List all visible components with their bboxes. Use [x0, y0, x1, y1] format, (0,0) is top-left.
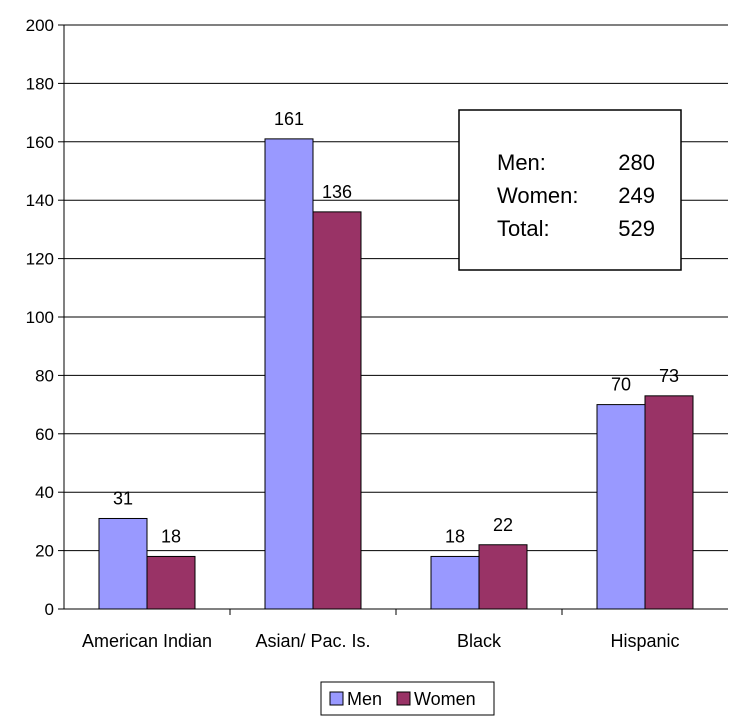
- summary-box: Men: 280 Women: 249 Total: 529: [458, 109, 682, 271]
- data-label: 31: [113, 488, 133, 508]
- data-label: 161: [274, 109, 304, 129]
- bar-men: [264, 138, 314, 610]
- summary-men-value: 280: [618, 150, 655, 175]
- summary-total-label: Total:: [497, 216, 550, 241]
- x-category-label: Hispanic: [610, 631, 679, 651]
- bar-men: [596, 404, 646, 610]
- legend-swatch-women: [396, 691, 411, 706]
- summary-women-label: Women:: [497, 183, 579, 208]
- x-category-label: American Indian: [82, 631, 212, 651]
- y-tick-label: 180: [26, 74, 54, 93]
- legend: Men Women: [320, 681, 495, 716]
- data-label: 22: [493, 515, 513, 535]
- x-category-label: Black: [457, 631, 502, 651]
- bar-men: [430, 555, 480, 610]
- gridlines: [64, 24, 728, 552]
- bar-men: [98, 517, 148, 610]
- summary-women-value: 249: [618, 183, 655, 208]
- summary-men-label: Men:: [497, 150, 546, 175]
- data-label: 18: [161, 526, 181, 546]
- y-tick-label: 20: [35, 542, 54, 561]
- y-axis: 0 20 40 60 80 100 120 140 160 180 200: [26, 16, 65, 619]
- y-tick-label: 120: [26, 250, 54, 269]
- bar-women: [644, 395, 694, 610]
- y-tick-label: 140: [26, 191, 54, 210]
- summary-total-value: 529: [618, 216, 655, 241]
- bars: [98, 138, 694, 610]
- bar-women: [146, 555, 196, 610]
- data-label: 18: [445, 526, 465, 546]
- data-label: 70: [611, 375, 631, 395]
- summary-frame: [458, 109, 682, 271]
- y-tick-label: 40: [35, 483, 54, 502]
- data-labels: 31 18 161 136 18 22 70 73: [113, 109, 679, 547]
- bar-women: [312, 211, 362, 610]
- x-axis: American Indian Asian/ Pac. Is. Black Hispa…: [64, 608, 728, 651]
- data-label: 136: [322, 182, 352, 202]
- y-tick-label: 60: [35, 425, 54, 444]
- legend-swatch-men: [329, 691, 344, 706]
- bar-women: [478, 544, 528, 610]
- y-tick-label: 160: [26, 133, 54, 152]
- data-label: 73: [659, 366, 679, 386]
- y-tick-label: 100: [26, 308, 54, 327]
- legend-label-men: Men: [347, 689, 382, 709]
- y-tick-label: 200: [26, 16, 54, 35]
- legend-label-women: Women: [414, 689, 476, 709]
- x-category-label: Asian/ Pac. Is.: [255, 631, 370, 651]
- y-tick-label: 0: [45, 600, 54, 619]
- y-tick-label: 80: [35, 366, 54, 385]
